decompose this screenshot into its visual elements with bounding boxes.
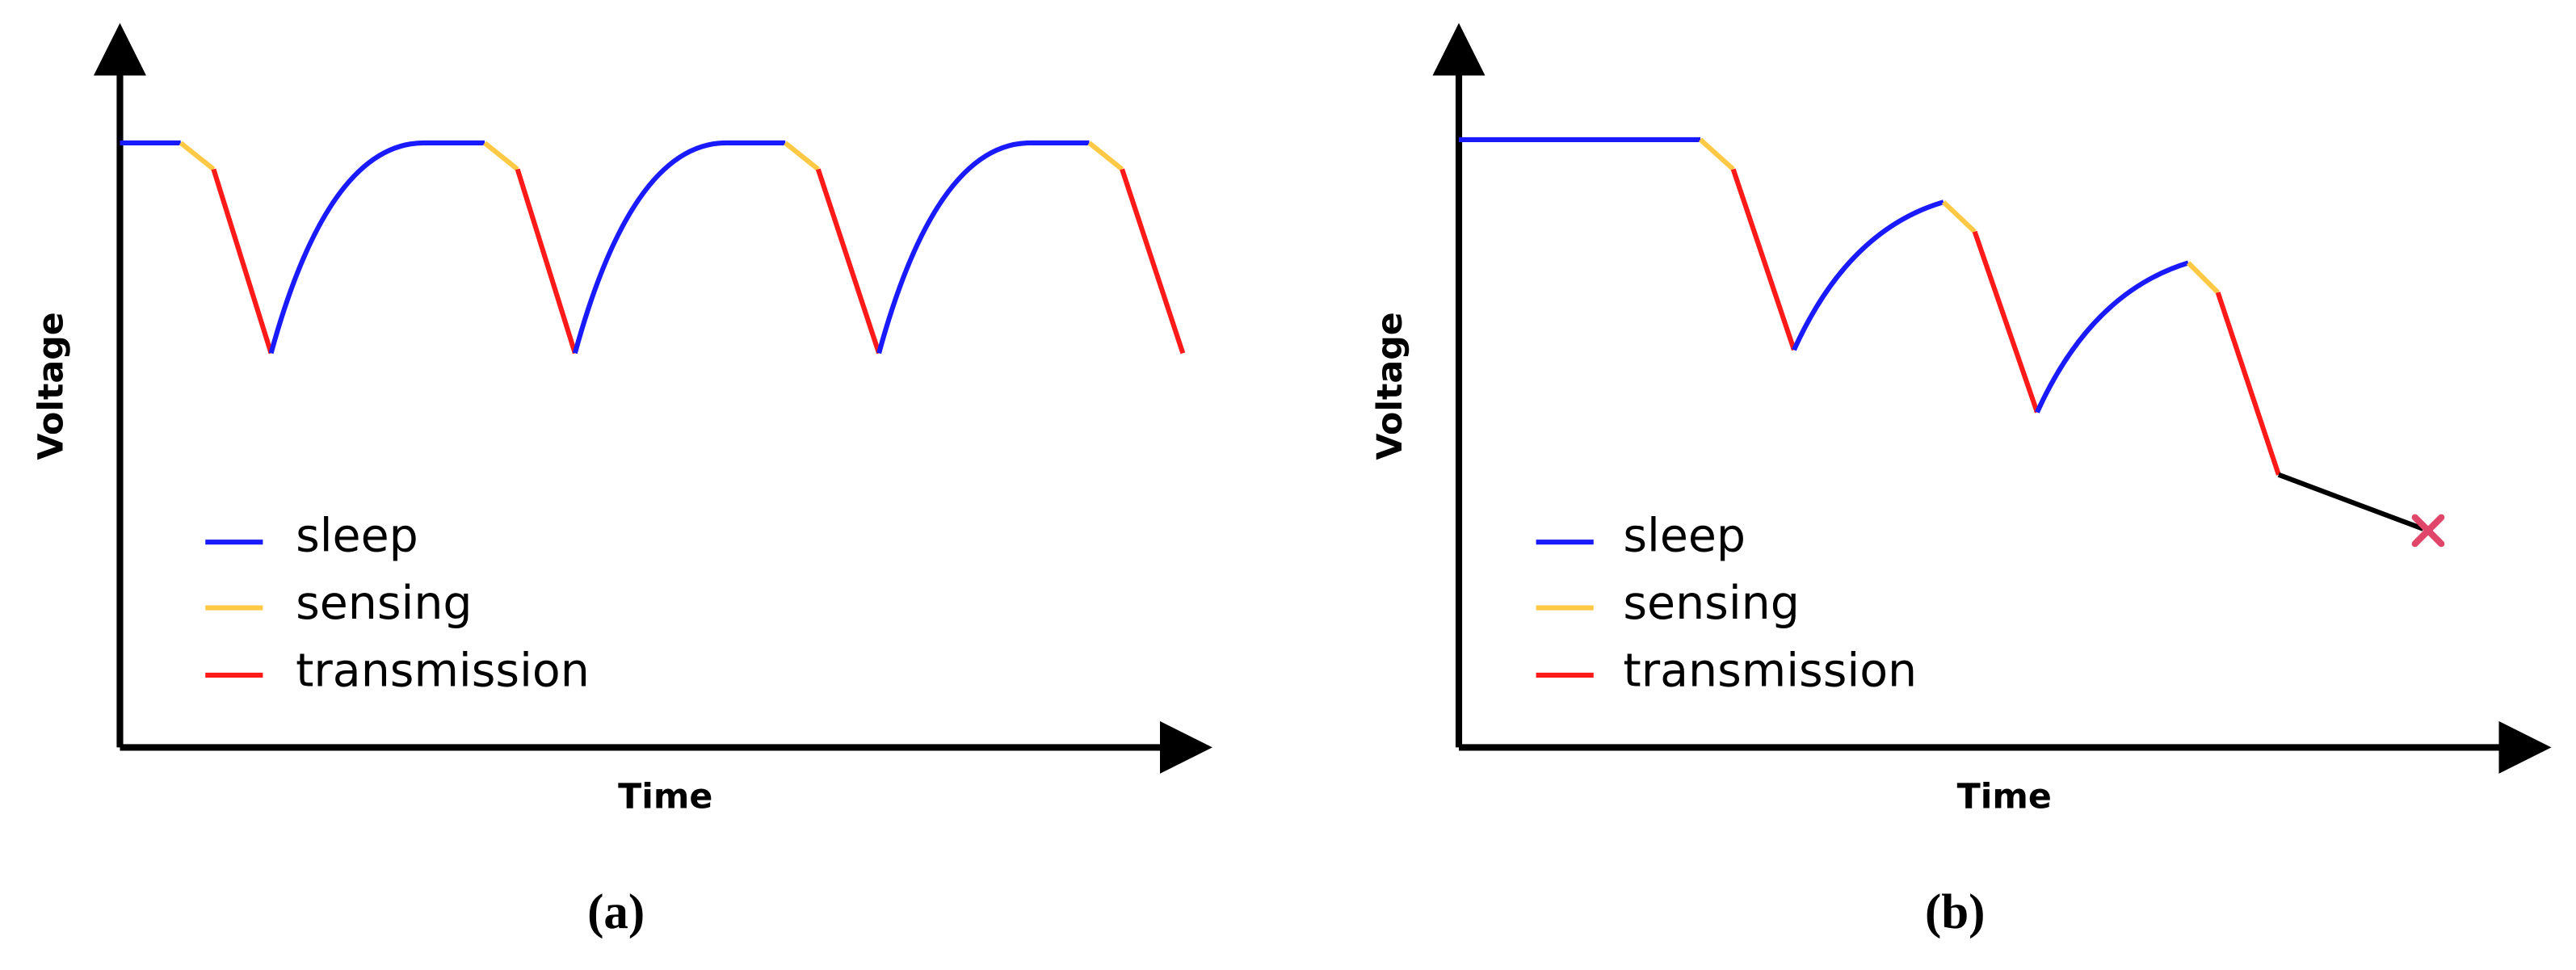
legend-label: sensing bbox=[296, 577, 473, 630]
legend: sleep sensing transmission bbox=[205, 510, 590, 698]
x-axis-label: Time bbox=[1957, 777, 2052, 817]
legend-label: transmission bbox=[1623, 645, 1917, 698]
panel-a: Voltage Time sleep sensing transmission … bbox=[31, 23, 1212, 939]
x-axis-label: Time bbox=[618, 777, 712, 817]
legend: sleep sensing transmission bbox=[1536, 510, 1917, 698]
legend-label: transmission bbox=[296, 645, 590, 698]
legend-label: sleep bbox=[1623, 510, 1746, 563]
caption: (b) bbox=[1925, 885, 1986, 939]
failure-mark bbox=[2411, 514, 2445, 548]
caption: (a) bbox=[587, 885, 645, 939]
voltage-curve bbox=[120, 140, 1186, 355]
legend-label: sensing bbox=[1623, 577, 1800, 630]
y-axis-label: Voltage bbox=[31, 312, 71, 460]
panel-b: Voltage Time sleep sensing transmission … bbox=[1370, 23, 2552, 939]
legend-label: sleep bbox=[296, 510, 418, 563]
y-axis-label: Voltage bbox=[1370, 312, 1410, 460]
voltage-curve bbox=[1459, 136, 2445, 548]
